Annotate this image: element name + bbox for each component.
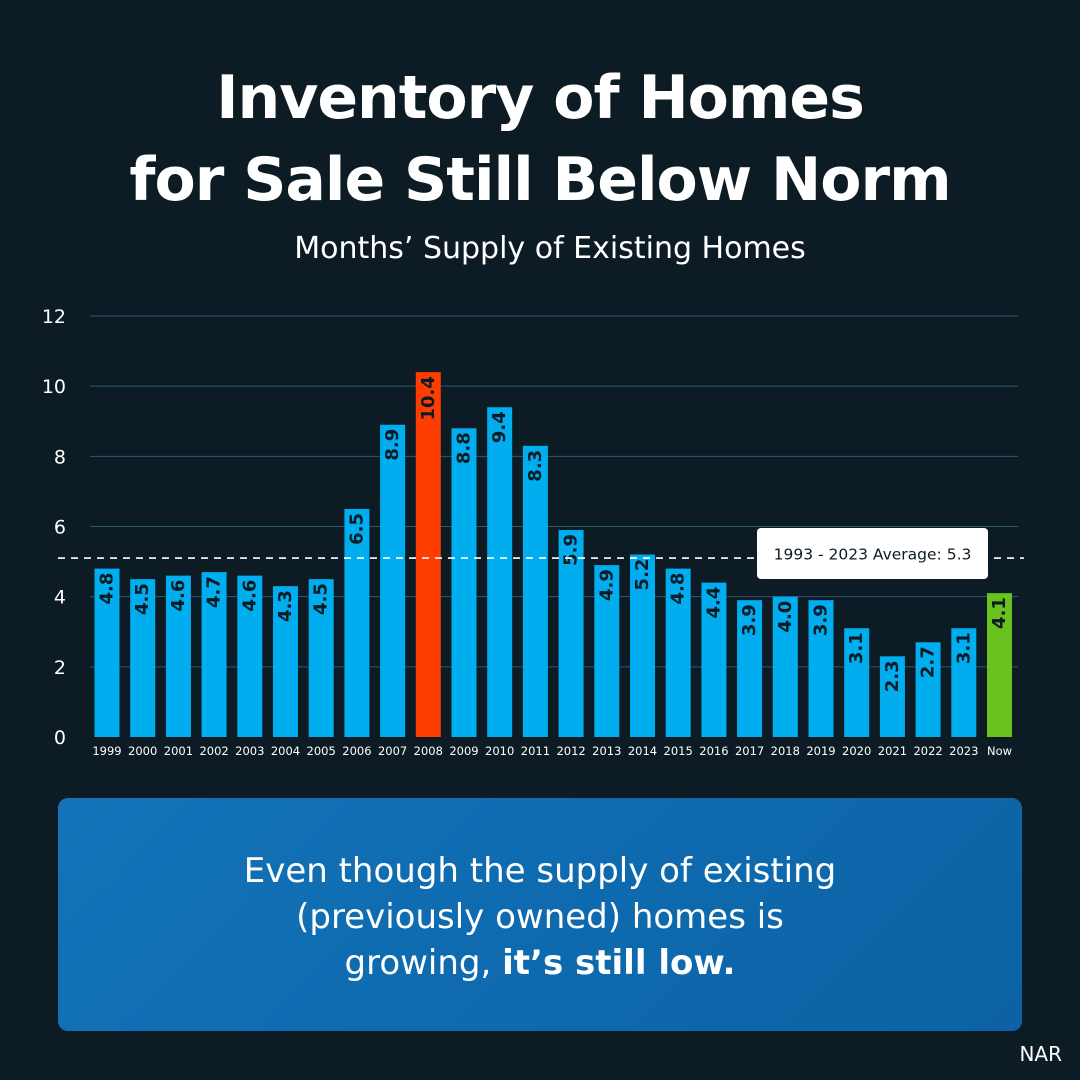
bar-value-label: 3.1 bbox=[846, 632, 867, 664]
x-tick-label: 2010 bbox=[485, 744, 514, 758]
bar-value-label: 2.7 bbox=[918, 646, 939, 678]
average-label-box bbox=[757, 528, 988, 579]
source-label: NAR bbox=[1019, 1042, 1062, 1066]
x-tick-label: 2001 bbox=[164, 744, 193, 758]
bar-value-label: 2.3 bbox=[882, 660, 903, 692]
chart-subtitle: Months’ Supply of Existing Homes bbox=[294, 231, 806, 266]
x-tick-label: 2017 bbox=[735, 744, 764, 758]
bar-value-label: 4.4 bbox=[703, 587, 724, 619]
bar-value-label: 4.6 bbox=[168, 580, 189, 612]
bar bbox=[558, 530, 584, 737]
bar-chart: 0 2 4 6 8 10 12 4.8 1999 4.5 2000 4.6 2001 4.7 2002 4.6… bbox=[42, 306, 1024, 758]
callout-line-3: growing, it’s still low. bbox=[58, 940, 1022, 986]
y-tick-label: 8 bbox=[54, 446, 66, 468]
x-tick-label: 2018 bbox=[771, 744, 800, 758]
bar-value-label: 8.9 bbox=[382, 429, 403, 461]
bar-value-label: 4.0 bbox=[775, 601, 796, 633]
bar bbox=[915, 642, 941, 737]
x-tick-label: Now bbox=[987, 744, 1012, 758]
bar-value-label: 5.9 bbox=[561, 534, 582, 566]
x-tick-label: 2019 bbox=[806, 744, 835, 758]
x-tick-label: 1999 bbox=[92, 744, 121, 758]
bar bbox=[665, 568, 691, 737]
bar-value-label: 5.2 bbox=[632, 559, 653, 591]
bar bbox=[94, 568, 120, 737]
bar bbox=[522, 445, 548, 737]
x-tick-label: 2002 bbox=[199, 744, 228, 758]
bar bbox=[737, 600, 763, 737]
x-tick-label: 2003 bbox=[235, 744, 264, 758]
bar bbox=[273, 586, 298, 737]
x-tick-label: 2006 bbox=[342, 744, 371, 758]
y-tick-label: 4 bbox=[54, 587, 66, 609]
bar bbox=[165, 575, 191, 737]
bar bbox=[130, 579, 156, 737]
x-tick-label: 2004 bbox=[271, 744, 300, 758]
bar bbox=[808, 600, 834, 737]
x-tick-label: 2005 bbox=[307, 744, 336, 758]
callout-line-3-bold: it’s still low. bbox=[502, 943, 736, 983]
bar bbox=[237, 575, 263, 737]
chart-title-line-2: for Sale Still Below Norm bbox=[129, 145, 951, 215]
bar-value-label: 4.8 bbox=[668, 573, 689, 605]
x-tick-label: 2020 bbox=[842, 744, 871, 758]
x-tick-label: 2023 bbox=[949, 744, 978, 758]
bar bbox=[879, 656, 905, 737]
callout-line-3-normal: growing, bbox=[344, 943, 503, 983]
bar-value-label: 4.3 bbox=[275, 590, 296, 622]
x-tick-label: 2008 bbox=[414, 744, 443, 758]
bar-value-label: 4.7 bbox=[204, 576, 225, 608]
bar-value-label: 4.5 bbox=[132, 583, 153, 615]
callout-text: Even though the supply of existing (prev… bbox=[58, 848, 1022, 986]
x-tick-label: 2021 bbox=[878, 744, 907, 758]
bar-value-label: 3.1 bbox=[953, 632, 974, 664]
bar bbox=[380, 424, 406, 737]
y-tick-label: 10 bbox=[42, 376, 66, 398]
bar bbox=[844, 628, 870, 737]
bar-value-label: 10.4 bbox=[418, 376, 439, 420]
x-tick-label: 2007 bbox=[378, 744, 407, 758]
bar bbox=[451, 428, 477, 737]
bar-value-label: 6.5 bbox=[346, 513, 367, 545]
y-tick-label: 0 bbox=[54, 727, 66, 749]
x-tick-label: 2016 bbox=[699, 744, 728, 758]
chart-title-line-1: Inventory of Homes bbox=[216, 63, 865, 133]
x-tick-label: 2009 bbox=[449, 744, 478, 758]
bar-value-label: 8.3 bbox=[525, 450, 546, 482]
bar bbox=[701, 582, 727, 737]
bar-value-label: 4.9 bbox=[596, 569, 617, 601]
y-tick-label: 6 bbox=[54, 517, 66, 539]
bar-value-label: 8.8 bbox=[454, 432, 475, 464]
bar bbox=[487, 407, 513, 737]
bar bbox=[772, 596, 798, 737]
callout-line-1: Even though the supply of existing bbox=[243, 851, 837, 891]
x-tick-label: 2014 bbox=[628, 744, 657, 758]
bar bbox=[308, 579, 334, 737]
callout-box: Even though the supply of existing (prev… bbox=[58, 798, 1022, 1031]
x-tick-label: 2013 bbox=[592, 744, 621, 758]
bar bbox=[344, 508, 370, 737]
y-tick-label: 12 bbox=[42, 306, 66, 328]
bar bbox=[951, 628, 977, 737]
bar-value-label: 4.6 bbox=[239, 580, 260, 612]
bar-value-label: 4.5 bbox=[311, 583, 332, 615]
bar bbox=[630, 554, 655, 737]
x-tick-label: 2012 bbox=[556, 744, 585, 758]
bar-value-label: 3.9 bbox=[739, 604, 760, 636]
bar bbox=[987, 593, 1012, 737]
bar-value-label: 3.9 bbox=[811, 604, 832, 636]
bar bbox=[594, 565, 620, 737]
x-tick-label: 2015 bbox=[664, 744, 693, 758]
average-label-text: 1993 - 2023 Average: 5.3 bbox=[774, 546, 972, 564]
callout-line-2: (previously owned) homes is bbox=[296, 897, 784, 937]
bar bbox=[415, 372, 441, 737]
x-tick-label: 2000 bbox=[128, 744, 157, 758]
x-tick-label: 2022 bbox=[913, 744, 942, 758]
bar bbox=[201, 572, 227, 737]
bar-value-label: 4.1 bbox=[989, 597, 1010, 629]
bar-value-label: 4.8 bbox=[97, 573, 118, 605]
y-tick-label: 2 bbox=[54, 657, 66, 679]
bar-value-label: 9.4 bbox=[489, 411, 510, 443]
x-tick-label: 2011 bbox=[521, 744, 550, 758]
